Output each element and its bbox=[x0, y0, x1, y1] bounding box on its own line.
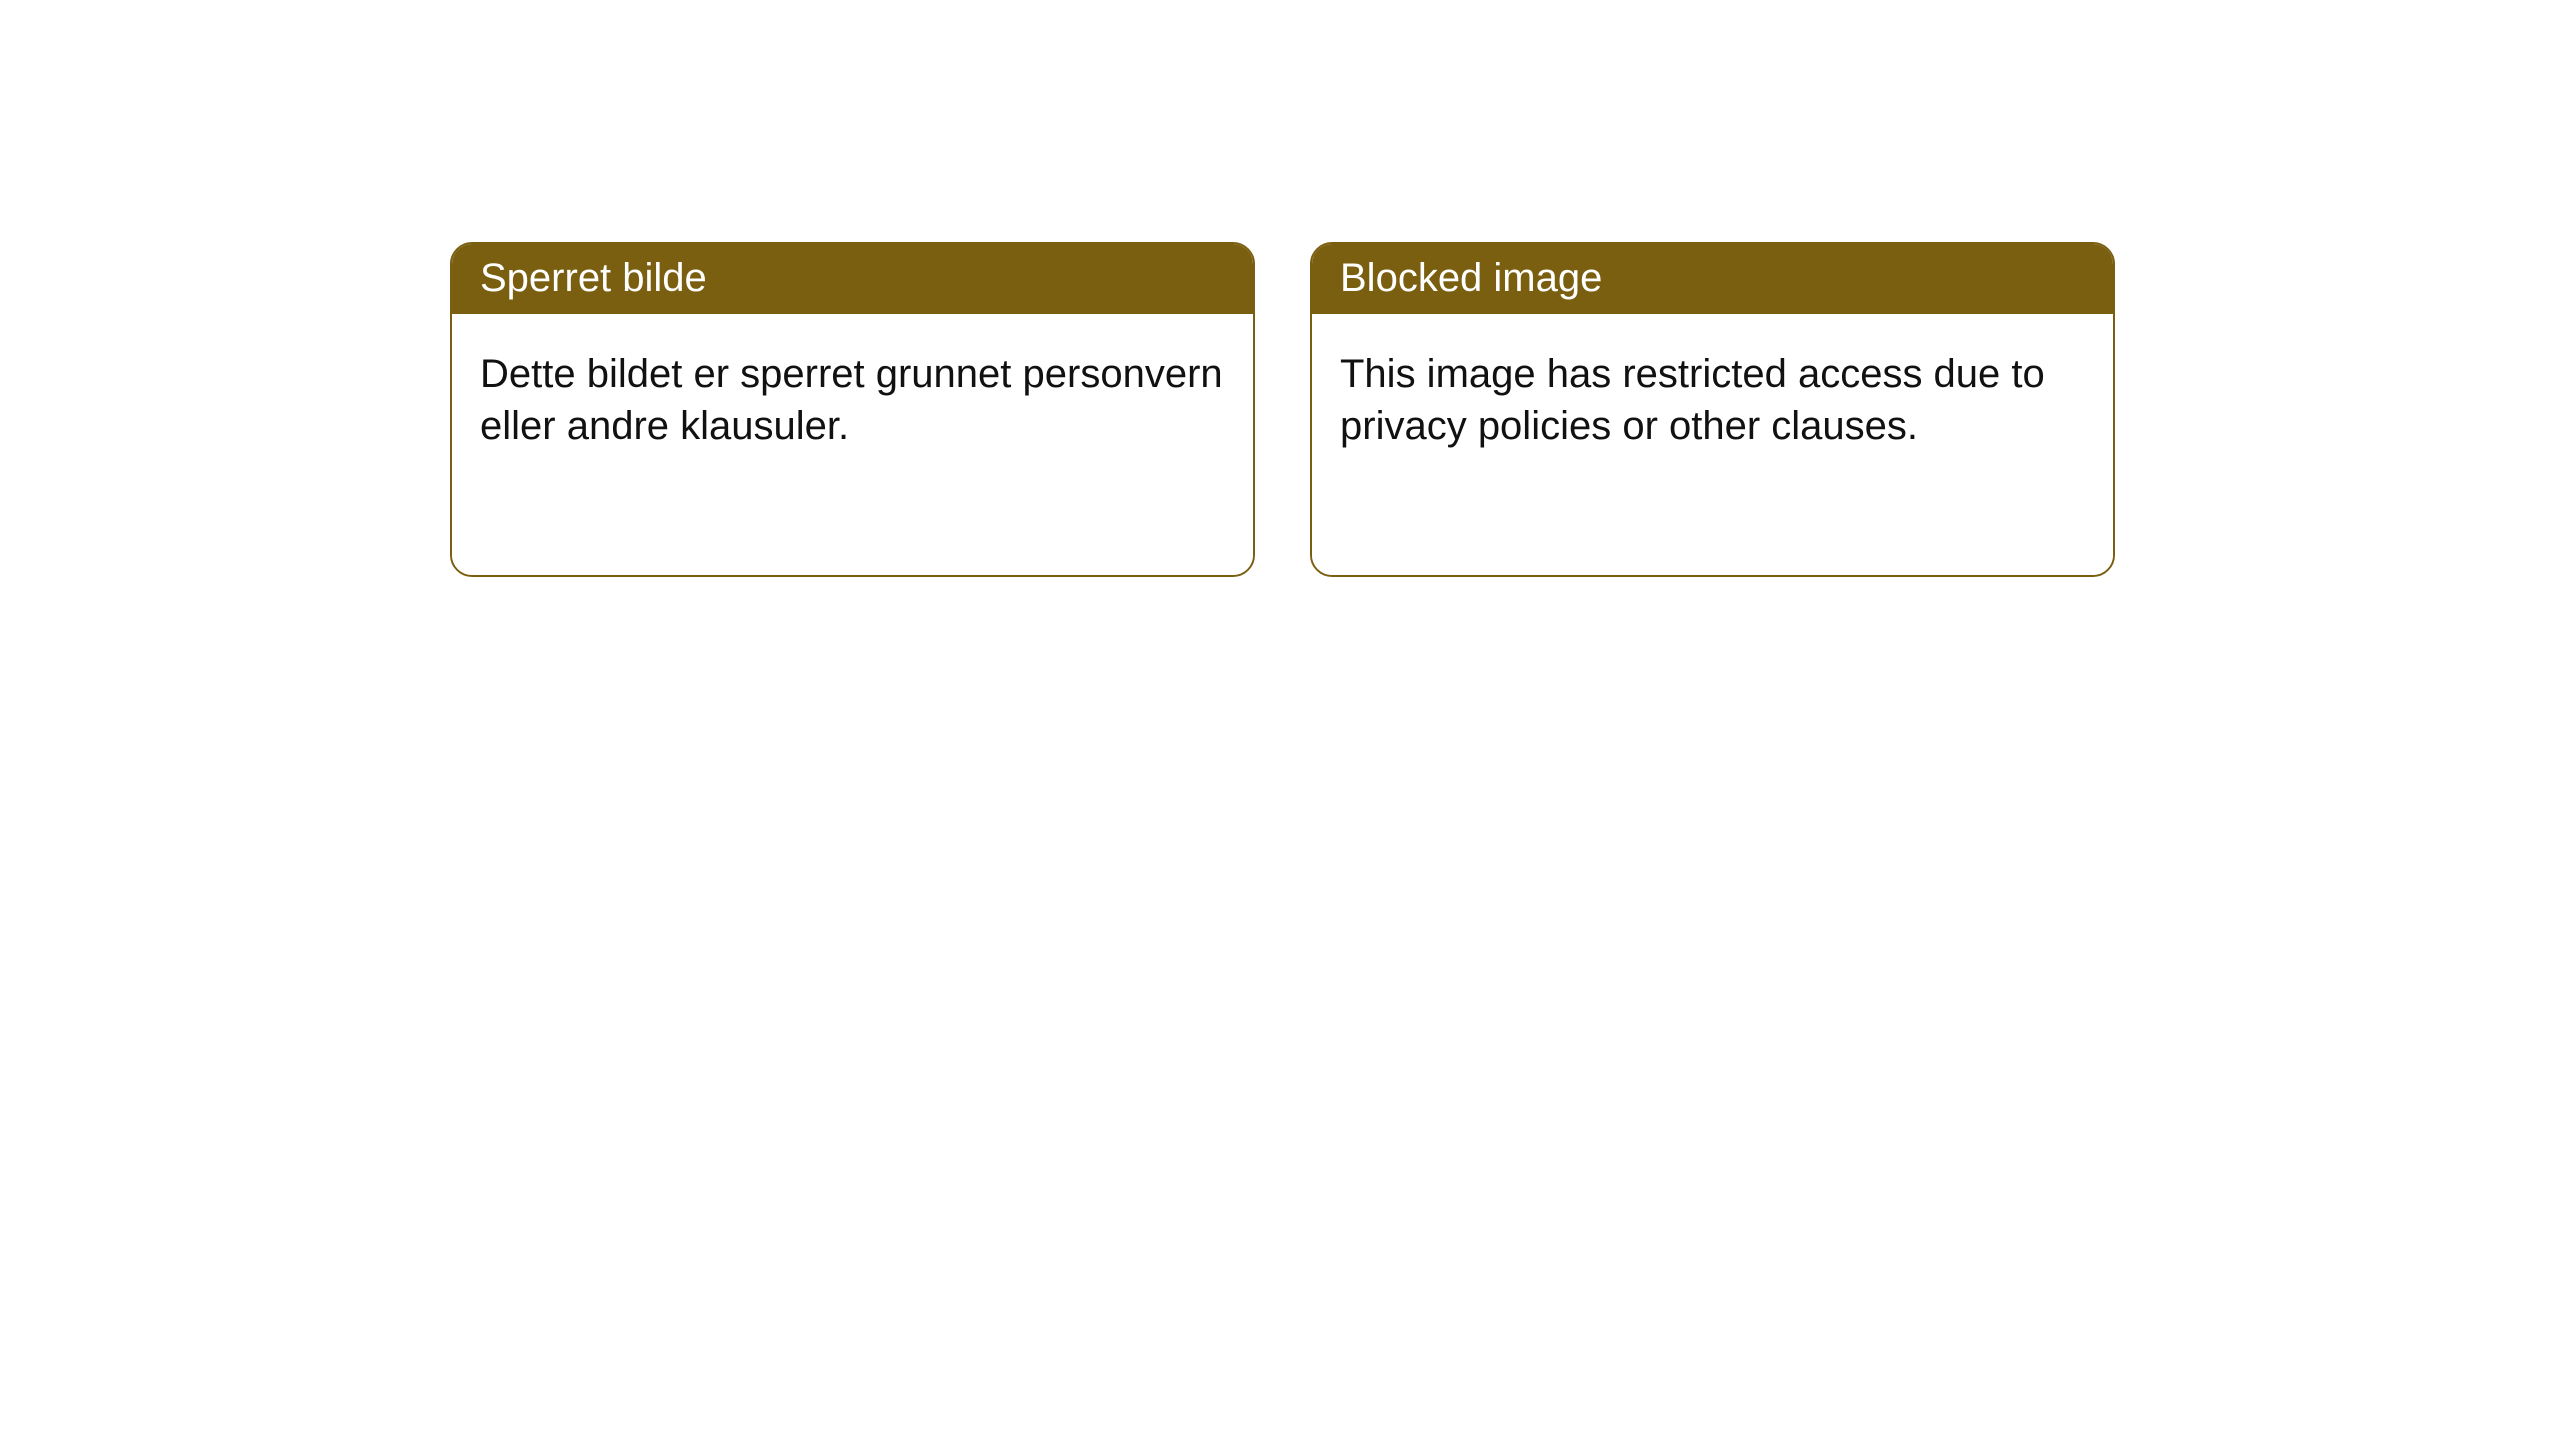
notice-card-english: Blocked image This image has restricted … bbox=[1310, 242, 2115, 577]
notice-card-norwegian: Sperret bilde Dette bildet er sperret gr… bbox=[450, 242, 1255, 577]
card-body: Dette bildet er sperret grunnet personve… bbox=[452, 314, 1253, 575]
card-title: Blocked image bbox=[1312, 244, 2113, 314]
card-body: This image has restricted access due to … bbox=[1312, 314, 2113, 575]
notice-cards-row: Sperret bilde Dette bildet er sperret gr… bbox=[450, 242, 2115, 577]
card-title: Sperret bilde bbox=[452, 244, 1253, 314]
card-body-text: This image has restricted access due to … bbox=[1340, 352, 2045, 448]
card-body-text: Dette bildet er sperret grunnet personve… bbox=[480, 352, 1223, 448]
card-title-text: Blocked image bbox=[1340, 256, 1602, 300]
card-title-text: Sperret bilde bbox=[480, 256, 707, 300]
